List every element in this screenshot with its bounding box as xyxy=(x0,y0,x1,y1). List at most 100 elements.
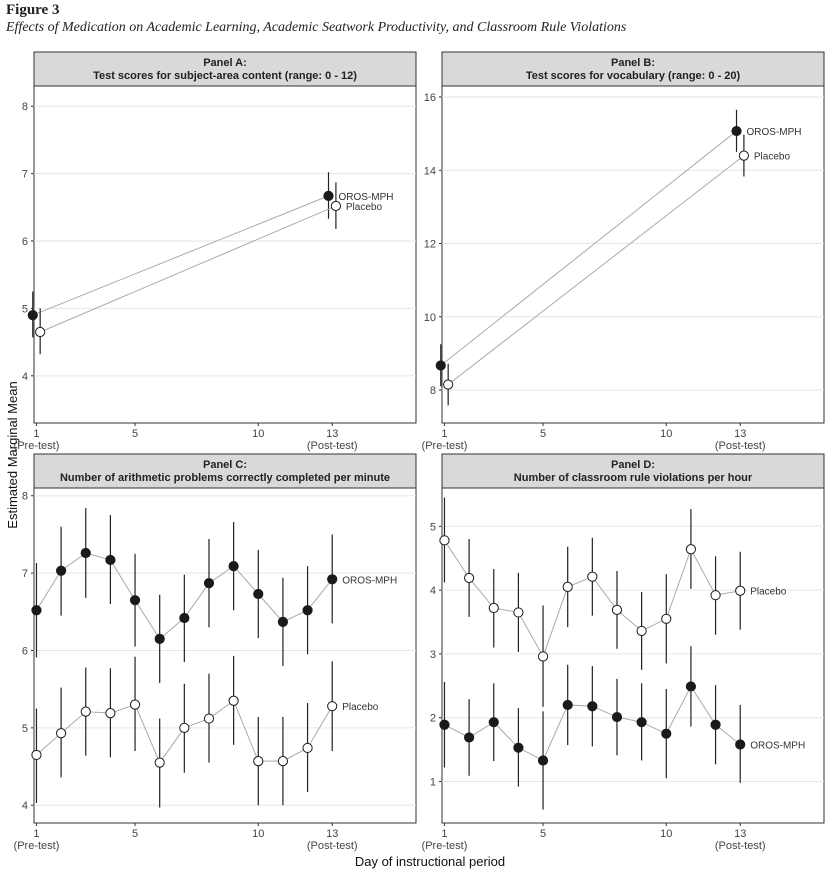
series-oros-mph: OROS-MPH xyxy=(31,508,397,683)
data-point xyxy=(661,728,672,739)
y-tick-label: 8 xyxy=(430,385,436,397)
panel-a: Panel A:Test scores for subject-area con… xyxy=(14,51,417,452)
data-point xyxy=(253,588,264,600)
series-label: OROS-MPH xyxy=(339,192,394,203)
data-point xyxy=(277,616,289,627)
data-point xyxy=(435,360,446,371)
data-point xyxy=(735,585,746,596)
data-point xyxy=(611,604,623,615)
y-tick-label: 8 xyxy=(22,101,28,113)
figure-label: Figure 3 xyxy=(6,2,60,18)
data-point xyxy=(80,706,91,717)
data-point xyxy=(154,633,165,644)
data-point xyxy=(636,717,647,728)
x-tick-label: 5 xyxy=(132,428,138,440)
series-line xyxy=(39,205,337,333)
panel-title: Panel C: xyxy=(203,459,247,471)
series-label: OROS-MPH xyxy=(342,575,397,586)
data-point xyxy=(611,711,623,723)
data-point xyxy=(56,565,67,576)
panel-title: Panel A: xyxy=(203,57,247,69)
data-point xyxy=(710,719,721,730)
panel-subtitle: Test scores for subject-area content (ra… xyxy=(93,70,357,82)
series-label: Placebo xyxy=(754,152,791,163)
y-tick-label: 4 xyxy=(22,371,28,383)
x-tick-label: 1 xyxy=(441,828,447,840)
series-oros-mph: OROS-MPH xyxy=(439,646,805,810)
data-point xyxy=(731,125,742,137)
x-tick-label: 13 xyxy=(734,828,746,840)
x-tick-label: 13 xyxy=(326,828,338,840)
data-point xyxy=(513,607,524,618)
data-point xyxy=(661,613,672,624)
data-point xyxy=(587,571,598,582)
data-point xyxy=(562,699,573,711)
data-point xyxy=(203,713,215,724)
x-tick-label: 10 xyxy=(660,428,672,440)
plot-area xyxy=(33,85,417,424)
data-point xyxy=(35,326,46,338)
series-placebo: Placebo xyxy=(31,655,379,808)
x-tick-sublabel: (Pre-test) xyxy=(422,440,468,452)
y-tick-label: 14 xyxy=(424,165,436,177)
data-point xyxy=(302,605,313,616)
series-line xyxy=(447,155,745,385)
y-tick-label: 5 xyxy=(22,723,28,735)
panel-strip xyxy=(33,51,417,87)
data-point xyxy=(253,756,264,767)
series-line xyxy=(440,130,737,366)
data-point xyxy=(488,602,499,614)
data-point xyxy=(464,572,475,584)
x-tick-label: 10 xyxy=(252,428,264,440)
y-axis-title: Estimated Marginal Mean xyxy=(5,381,20,528)
y-tick-label: 5 xyxy=(430,521,436,533)
data-point xyxy=(327,574,338,585)
series-label: OROS-MPH xyxy=(747,127,802,138)
data-point xyxy=(710,590,721,601)
data-point xyxy=(105,554,116,566)
plot-area xyxy=(441,85,825,424)
x-tick-label: 1 xyxy=(33,428,39,440)
data-point xyxy=(464,732,475,743)
panel-title: Panel B: xyxy=(611,57,655,69)
y-tick-label: 3 xyxy=(430,649,436,661)
x-tick-label: 10 xyxy=(660,828,672,840)
series-line xyxy=(32,195,329,316)
data-point xyxy=(488,717,499,728)
data-point xyxy=(80,547,91,559)
series-oros-mph: OROS-MPH xyxy=(27,172,394,338)
y-tick-label: 5 xyxy=(22,303,28,315)
x-tick-label: 13 xyxy=(734,428,746,440)
data-point xyxy=(31,749,42,761)
data-point xyxy=(587,701,598,712)
data-point xyxy=(738,150,750,161)
panel-subtitle: Number of arithmetic problems correctly … xyxy=(60,472,390,484)
x-tick-label: 5 xyxy=(132,828,138,840)
y-tick-label: 12 xyxy=(424,239,436,251)
data-point xyxy=(179,612,190,624)
data-point xyxy=(537,755,549,766)
x-tick-sublabel: (Pre-test) xyxy=(14,440,60,452)
data-point xyxy=(56,728,67,739)
y-tick-label: 6 xyxy=(22,645,28,657)
data-point xyxy=(439,719,450,730)
y-tick-label: 8 xyxy=(22,491,28,503)
data-point xyxy=(129,699,141,710)
series-label: Placebo xyxy=(750,587,787,598)
series-label: Placebo xyxy=(342,702,379,713)
panel-strip xyxy=(33,453,417,489)
data-point xyxy=(330,200,342,212)
x-tick-sublabel: (Post-test) xyxy=(307,840,358,852)
x-tick-sublabel: (Post-test) xyxy=(307,440,358,452)
data-point xyxy=(537,651,549,662)
data-point xyxy=(27,310,38,321)
figure-title: Effects of Medication on Academic Learni… xyxy=(6,20,627,35)
data-point xyxy=(327,701,338,712)
x-tick-label: 1 xyxy=(33,828,39,840)
data-point xyxy=(562,581,573,593)
data-point xyxy=(636,625,647,637)
data-point xyxy=(105,708,116,719)
data-point xyxy=(439,535,450,546)
data-point xyxy=(685,681,697,692)
